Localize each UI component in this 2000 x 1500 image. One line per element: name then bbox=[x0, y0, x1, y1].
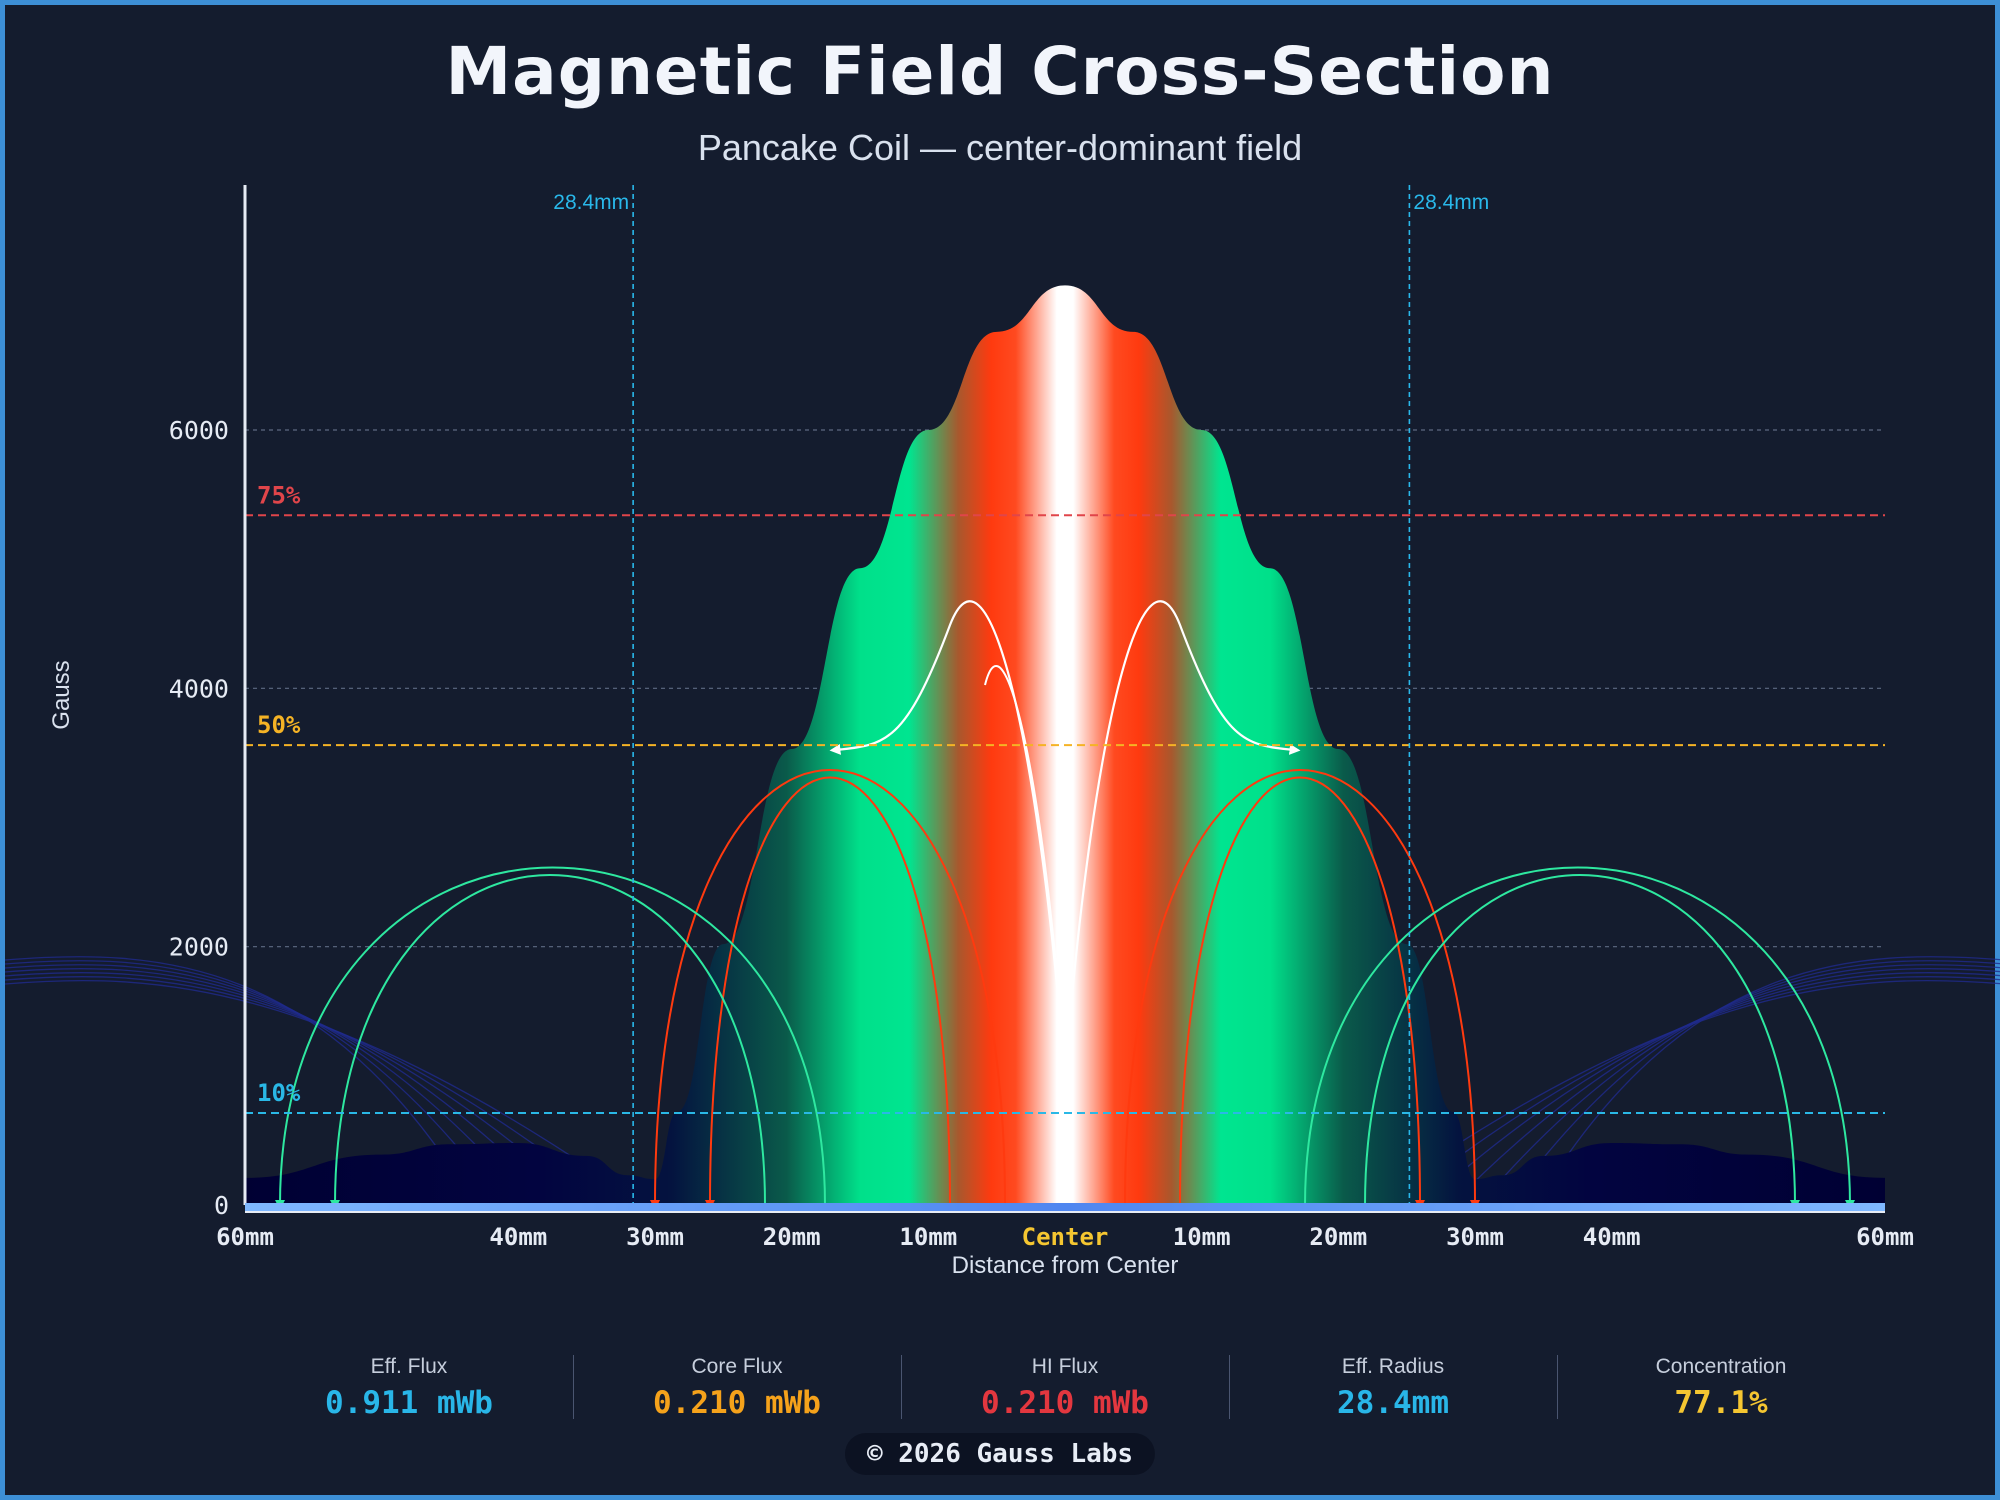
stat-eff-flux: Eff. Flux 0.911 mWb bbox=[245, 1345, 573, 1425]
x-tick-label: 20mm bbox=[763, 1223, 821, 1251]
y-tick-label: 4000 bbox=[169, 674, 229, 703]
stat-label: Eff. Radius bbox=[1341, 1355, 1445, 1378]
stat-value: 28.4mm bbox=[1337, 1385, 1449, 1421]
stat-label: HI Flux bbox=[1031, 1355, 1099, 1378]
outer-field-line bbox=[1450, 967, 2000, 1206]
x-tick-label: 10mm bbox=[1173, 1223, 1231, 1251]
outer-field-line bbox=[1366, 979, 2000, 1206]
outer-field-line bbox=[1534, 956, 2000, 1206]
radius-marker-label: 28.4mm bbox=[553, 191, 629, 214]
stat-eff-radius: Eff. Radius 28.4mm bbox=[1229, 1345, 1557, 1425]
stat-value: 0.210 mWb bbox=[653, 1385, 821, 1421]
chart-title: Magnetic Field Cross-Section bbox=[445, 33, 1555, 110]
outer-field-line bbox=[1394, 975, 2000, 1206]
threshold-label: 10% bbox=[257, 1079, 301, 1107]
stat-concentration: Concentration 77.1% bbox=[1557, 1345, 1885, 1425]
x-tick-label: 10mm bbox=[899, 1223, 957, 1251]
outer-field-line bbox=[5, 964, 532, 1206]
radius-marker-label: 28.4mm bbox=[1413, 191, 1489, 214]
stat-label: Core Flux bbox=[691, 1355, 783, 1378]
outer-field-line bbox=[330, 874, 766, 1210]
x-tick-label: 30mm bbox=[1446, 1223, 1504, 1251]
outer-field-line bbox=[275, 866, 826, 1210]
stat-label: Eff. Flux bbox=[370, 1355, 448, 1378]
mid-field-line bbox=[1124, 769, 1480, 1210]
threshold-label: 50% bbox=[257, 711, 301, 739]
mid-field-line bbox=[650, 769, 1006, 1210]
outer-field-line bbox=[1478, 964, 2000, 1206]
outer-field-line bbox=[1364, 874, 1800, 1210]
mid-field-line bbox=[1179, 776, 1425, 1210]
x-tick-label: 60mm bbox=[1856, 1223, 1914, 1251]
core-field-line bbox=[1063, 600, 1301, 1076]
stat-core-flux: Core Flux 0.210 mWb bbox=[573, 1345, 901, 1425]
x-tick-label: Center bbox=[1022, 1223, 1109, 1251]
y-tick-label: 2000 bbox=[169, 933, 229, 962]
outer-field-line bbox=[5, 971, 588, 1206]
y-axis-title: Gauss bbox=[48, 660, 75, 729]
stat-hi-flux: HI Flux 0.210 mWb bbox=[901, 1345, 1229, 1425]
y-tick-label: 6000 bbox=[169, 416, 229, 445]
outer-field-line bbox=[1304, 866, 1855, 1210]
core-field-line bbox=[829, 600, 1067, 1076]
stat-value: 0.911 mWb bbox=[325, 1385, 493, 1421]
outer-field-line bbox=[5, 975, 616, 1206]
x-tick-label: 30mm bbox=[626, 1223, 684, 1251]
chart-subtitle: Pancake Coil — center-dominant field bbox=[697, 127, 1303, 168]
outer-field-line bbox=[5, 967, 560, 1206]
outer-field-line bbox=[1506, 960, 2000, 1206]
x-axis-title: Distance from Center bbox=[952, 1252, 1179, 1279]
stat-value: 0.210 mWb bbox=[981, 1385, 1149, 1421]
coil-base-bar bbox=[245, 1203, 1885, 1212]
stat-label: Concentration bbox=[1655, 1355, 1787, 1378]
stats-bar: Eff. Flux 0.911 mWb Core Flux 0.210 mWb … bbox=[245, 1345, 1885, 1425]
x-tick-label: 40mm bbox=[1583, 1223, 1641, 1251]
outer-field-line bbox=[5, 956, 476, 1206]
x-tick-label: 40mm bbox=[489, 1223, 547, 1251]
threshold-label: 75% bbox=[257, 481, 301, 509]
footer-credit: © 2026 Gauss Labs bbox=[844, 1433, 1156, 1475]
field-chart: 75% 50% 10% 28.4mm 28.4mm 0 2000 4000 6000 60mm 4… bbox=[5, 185, 2000, 1279]
outer-field-line bbox=[1422, 971, 2000, 1206]
x-tick-label: 20mm bbox=[1309, 1223, 1367, 1251]
outer-field-line bbox=[5, 979, 644, 1206]
stat-value: 77.1% bbox=[1674, 1385, 1768, 1421]
x-tick-label: 60mm bbox=[216, 1223, 274, 1251]
y-tick-label: 0 bbox=[214, 1191, 229, 1220]
mid-field-line bbox=[705, 776, 951, 1210]
